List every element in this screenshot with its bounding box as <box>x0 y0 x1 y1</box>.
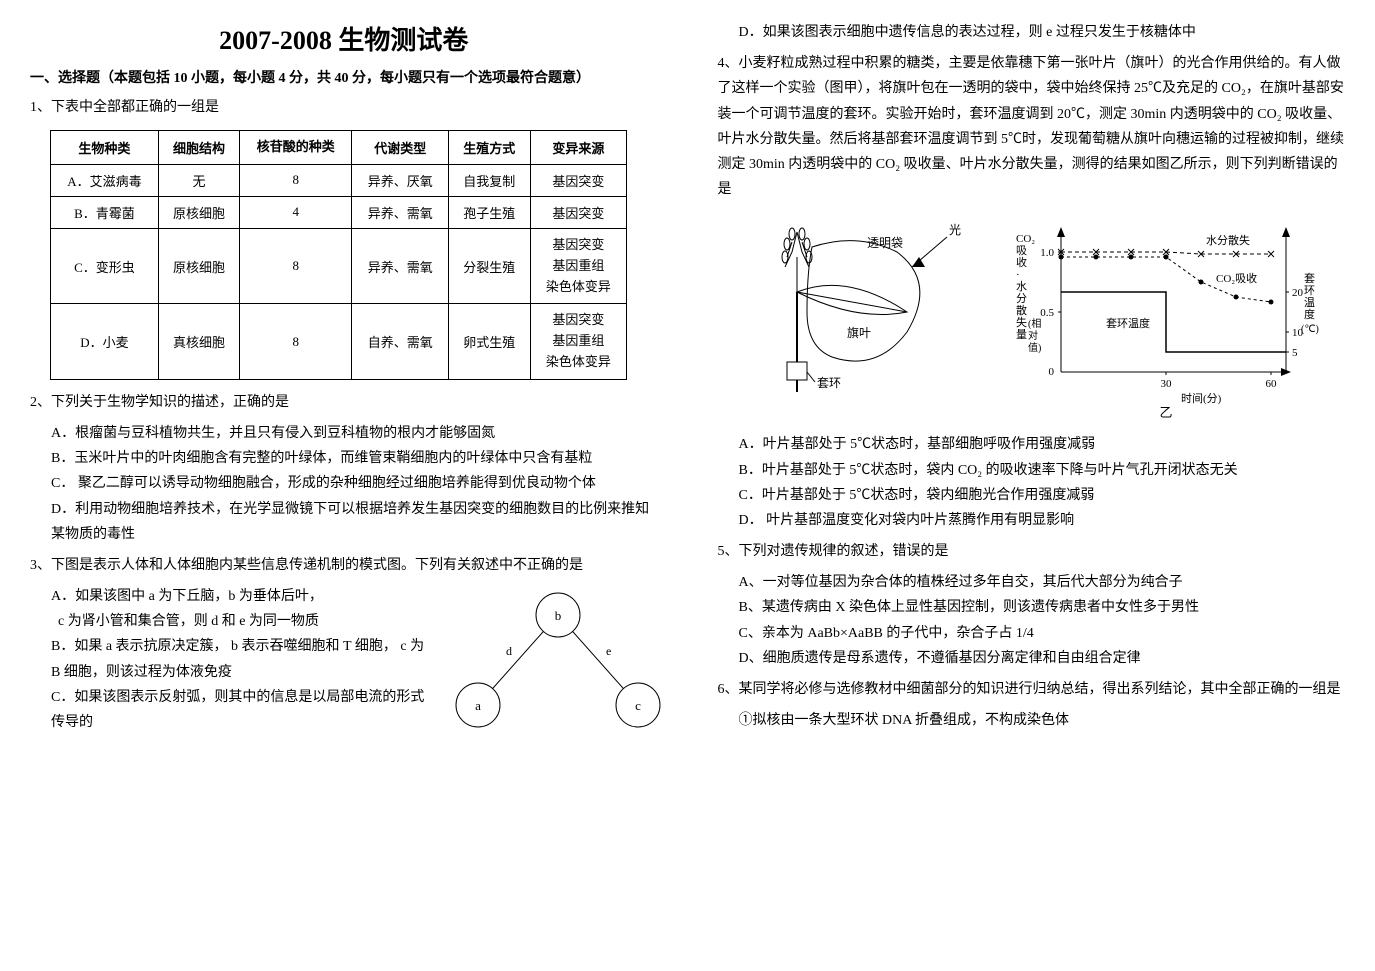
q3-block: 3、下图是表示人体和人体细胞内某些信息传递机制的模式图。下列有关叙述中不正确的是… <box>30 553 658 735</box>
svg-text:值): 值) <box>1028 341 1041 354</box>
q5-opt-c: C、亲本为 AaBb×AaBB 的子代中，杂合子占 1/4 <box>739 621 1346 646</box>
svg-text:·: · <box>1016 269 1020 281</box>
svg-text:30: 30 <box>1160 378 1172 390</box>
th: 细胞结构 <box>158 131 239 165</box>
q5-opt-b: B、某遗传病由 X 染色体上显性基因控制，则该遗传病患者中女性多于男性 <box>739 595 1346 620</box>
q2-opt-a: A．根瘤菌与豆科植物共生，并且只有侵入到豆科植物的根内才能够固氮 <box>51 421 658 446</box>
q2-stem: 2、下列关于生物学知识的描述，正确的是 <box>30 390 658 415</box>
right-column: D．如果该图表示细胞中遗传信息的表达过程，则 e 过程只发生于核糖体中 4、小麦… <box>688 0 1375 971</box>
left-column: 2007-2008 生物测试卷 一、选择题（本题包括 10 小题，每小题 4 分… <box>0 0 688 971</box>
svg-text:1.0: 1.0 <box>1040 247 1054 259</box>
svg-text:收: 收 <box>1016 255 1027 269</box>
svg-text:对: 对 <box>1028 329 1038 342</box>
svg-text:旗叶: 旗叶 <box>847 325 871 340</box>
svg-text:套环: 套环 <box>817 376 841 390</box>
svg-text:吸: 吸 <box>1016 245 1027 257</box>
svg-text:d: d <box>506 644 512 658</box>
q1-table: 生物种类 细胞结构 核苷酸的种类 代谢类型 生殖方式 变异来源 A．艾滋病毒 无… <box>50 130 627 380</box>
th: 代谢类型 <box>352 131 449 165</box>
q5-stem: 5、下列对遗传规律的叙述，错误的是 <box>718 539 1346 564</box>
svg-text:度: 度 <box>1304 307 1315 321</box>
svg-text:(℃): (℃) <box>1301 324 1319 335</box>
table-row: C．变形虫 原核细胞 8 异养、需氧 分裂生殖 基因突变基因重组染色体变异 <box>51 228 627 303</box>
svg-text:e: e <box>606 644 611 658</box>
svg-text:b: b <box>554 608 561 623</box>
svg-text:0.5: 0.5 <box>1040 307 1054 319</box>
q4-opt-c: C．叶片基部处于 5℃状态时，袋内细胞光合作用强度减弱 <box>739 483 1346 508</box>
q6-stem: 6、某同学将必修与选修教材中细菌部分的知识进行归纳总结，得出系列结论，其中全部正… <box>718 677 1346 702</box>
table-row: D．小麦 真核细胞 8 自养、需氧 卵式生殖 基因突变基因重组染色体变异 <box>51 304 627 379</box>
svg-text:20: 20 <box>1292 287 1304 299</box>
svg-text:CO₂吸收: CO₂吸收 <box>1216 271 1257 285</box>
svg-text:光: 光 <box>949 223 961 237</box>
svg-text:透明袋: 透明袋 <box>867 236 903 250</box>
table-row: A．艾滋病毒 无 8 异养、厌氧 自我复制 基因突变 <box>51 164 627 196</box>
th: 核苷酸的种类 <box>240 131 352 165</box>
svg-text:量: 量 <box>1016 328 1027 341</box>
q4-opt-a: A．叶片基部处于 5℃状态时，基部细胞呼吸作用强度减弱 <box>739 432 1346 457</box>
q4-fig-b: 0 0.5 1.0 30 60 5 10 20 <box>1006 212 1326 422</box>
svg-text:乙: 乙 <box>1159 405 1172 420</box>
table-header-row: 生物种类 细胞结构 核苷酸的种类 代谢类型 生殖方式 变异来源 <box>51 131 627 165</box>
page-title: 2007-2008 生物测试卷 <box>30 20 658 57</box>
svg-text:60: 60 <box>1265 378 1277 390</box>
section-heading: 一、选择题（本题包括 10 小题，每小题 4 分，共 40 分，每小题只有一个选… <box>30 67 658 87</box>
svg-text:(相: (相 <box>1028 317 1041 330</box>
q4-opt-d: D． 叶片基部温度变化对袋内叶片蒸腾作用有明显影响 <box>739 508 1346 533</box>
q4-fig-a: 透明袋 光 旗叶 套环 <box>737 212 967 422</box>
q3-opt-b: B．如果 a 表示抗原决定簇， b 表示吞噬细胞和 T 细胞， c 为 B 细胞… <box>51 634 428 684</box>
svg-text:失: 失 <box>1016 316 1027 329</box>
svg-text:散: 散 <box>1016 303 1027 317</box>
svg-text:套环温度: 套环温度 <box>1106 316 1150 330</box>
svg-text:水分散失: 水分散失 <box>1206 233 1250 247</box>
th: 生殖方式 <box>449 131 530 165</box>
cell-multi: 基因突变基因重组染色体变异 <box>530 228 627 303</box>
svg-text:a: a <box>475 698 481 713</box>
q1-stem: 1、下表中全部都正确的一组是 <box>30 95 658 120</box>
q3-opt-c: C．如果该图表示反射弧，则其中的信息是以局部电流的形式传导的 <box>51 685 428 735</box>
th: 生物种类 <box>51 131 159 165</box>
svg-text:分: 分 <box>1016 292 1027 305</box>
q3-opt-d: D．如果该图表示细胞中遗传信息的表达过程，则 e 过程只发生于核糖体中 <box>739 20 1346 45</box>
svg-text:5: 5 <box>1292 347 1298 359</box>
q2-opt-d: D．利用动物细胞培养技术，在光学显微镜下可以根据培养发生基因突变的细胞数目的比例… <box>51 497 658 547</box>
cell-multi: 基因突变基因重组染色体变异 <box>530 304 627 379</box>
q5-opt-a: A、一对等位基因为杂合体的植株经过多年自交，其后代大部分为纯合子 <box>739 570 1346 595</box>
q2-opt-b: B．玉米叶片中的叶肉细胞含有完整的叶绿体，而维管束鞘细胞内的叶绿体中只含有基粒 <box>51 446 658 471</box>
q4-opt-b: B．叶片基部处于 5℃状态时，袋内 CO₂ 的吸收速率下降与叶片气孔开闭状态无关 <box>739 458 1346 483</box>
q4-figures: 透明袋 光 旗叶 套环 0 0.5 1.0 30 <box>718 212 1346 422</box>
q3-figure: a b c d e <box>438 585 668 745</box>
svg-text:温: 温 <box>1304 296 1315 309</box>
ylabel: CO₂ <box>1016 233 1035 245</box>
svg-text:套: 套 <box>1304 272 1315 285</box>
q6-opt-1: ①拟核由一条大型环状 DNA 折叠组成，不构成染色体 <box>739 708 1346 733</box>
table-row: B．青霉菌 原核细胞 4 异养、需氧 孢子生殖 基因突变 <box>51 196 627 228</box>
svg-text:环: 环 <box>1304 285 1315 297</box>
q3-stem: 3、下图是表示人体和人体细胞内某些信息传递机制的模式图。下列有关叙述中不正确的是 <box>30 553 658 578</box>
q5-opt-d: D、细胞质遗传是母系遗传，不遵循基因分离定律和自由组合定律 <box>739 646 1346 671</box>
svg-text:0: 0 <box>1048 366 1054 378</box>
svg-text:水: 水 <box>1016 280 1027 293</box>
svg-text:时间(分): 时间(分) <box>1181 392 1222 405</box>
th: 变异来源 <box>530 131 627 165</box>
svg-text:c: c <box>635 698 641 713</box>
q4-stem: 4、小麦籽粒成熟过程中积累的糖类，主要是依靠穗下第一张叶片（旗叶）的光合作用供给… <box>718 51 1346 202</box>
q2-opt-c: C． 聚乙二醇可以诱导动物细胞融合，形成的杂种细胞经过细胞培养能得到优良动物个体 <box>51 471 658 496</box>
